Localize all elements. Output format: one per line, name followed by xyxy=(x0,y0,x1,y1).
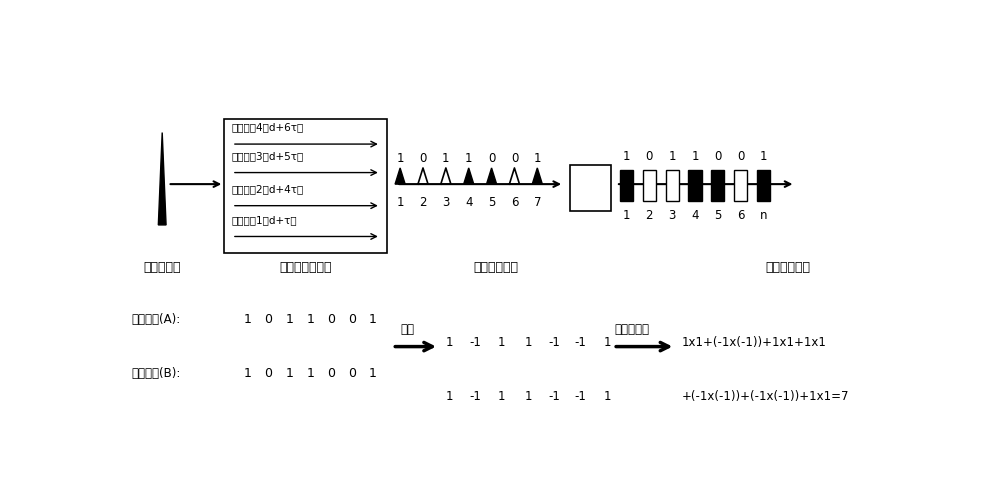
Polygon shape xyxy=(464,168,474,184)
Text: 0: 0 xyxy=(327,367,335,380)
Text: 0: 0 xyxy=(348,367,356,380)
Text: 1: 1 xyxy=(285,367,293,380)
Text: 1: 1 xyxy=(623,209,630,222)
Text: 1: 1 xyxy=(445,336,453,349)
Text: 光电
探测: 光电 探测 xyxy=(584,177,597,199)
Text: 1: 1 xyxy=(603,336,611,349)
Polygon shape xyxy=(487,168,497,184)
Text: +(-1x(-1))+(-1x(-1))+1x1=7: +(-1x(-1))+(-1x(-1))+1x1=7 xyxy=(681,390,849,403)
Text: 6: 6 xyxy=(737,209,744,222)
Text: 编码信号序列: 编码信号序列 xyxy=(765,261,810,274)
Text: 7: 7 xyxy=(534,196,541,209)
Text: 4: 4 xyxy=(465,196,472,209)
Bar xyxy=(688,170,702,201)
Text: -1: -1 xyxy=(575,390,587,403)
Text: 延时光蠅2（d+4τ）: 延时光蠅2（d+4τ） xyxy=(232,184,304,194)
Text: 0: 0 xyxy=(511,152,518,165)
Text: 映射: 映射 xyxy=(401,323,415,336)
Text: 计算相关性: 计算相关性 xyxy=(615,323,650,336)
Text: 1: 1 xyxy=(534,152,541,165)
Text: 0: 0 xyxy=(488,152,495,165)
Text: 1: 1 xyxy=(244,367,251,380)
Text: -1: -1 xyxy=(469,336,481,349)
Text: 0: 0 xyxy=(327,313,335,326)
Text: 1: 1 xyxy=(396,196,404,209)
Text: 5: 5 xyxy=(488,196,495,209)
Text: 1: 1 xyxy=(668,149,676,162)
Text: 1: 1 xyxy=(465,152,472,165)
Text: 1: 1 xyxy=(442,152,450,165)
Text: 编码序列(A):: 编码序列(A): xyxy=(131,313,180,326)
Text: 多光路延时编码: 多光路延时编码 xyxy=(279,261,332,274)
Text: 0: 0 xyxy=(348,313,356,326)
Text: 0: 0 xyxy=(737,149,744,162)
Text: 5: 5 xyxy=(714,209,722,222)
Text: 延时光蠅4（d+6τ）: 延时光蠅4（d+6τ） xyxy=(232,122,304,133)
Text: 0: 0 xyxy=(264,367,272,380)
Text: 0: 0 xyxy=(419,152,427,165)
Text: -1: -1 xyxy=(548,336,560,349)
Bar xyxy=(570,165,611,211)
Polygon shape xyxy=(158,133,166,225)
Polygon shape xyxy=(532,168,542,184)
Text: 1: 1 xyxy=(285,313,293,326)
Text: 1: 1 xyxy=(306,313,314,326)
Text: 0: 0 xyxy=(714,149,722,162)
Text: 输入光脉冲: 输入光脉冲 xyxy=(143,261,181,274)
Text: 1: 1 xyxy=(445,390,453,403)
Text: 0: 0 xyxy=(264,313,272,326)
Text: 2: 2 xyxy=(646,209,653,222)
Text: 1: 1 xyxy=(369,367,377,380)
Text: 3: 3 xyxy=(668,209,676,222)
Text: 4: 4 xyxy=(691,209,699,222)
Polygon shape xyxy=(395,168,405,184)
Bar xyxy=(734,170,747,201)
Text: -1: -1 xyxy=(575,336,587,349)
Text: 1: 1 xyxy=(691,149,699,162)
Text: 3: 3 xyxy=(442,196,450,209)
Text: 1: 1 xyxy=(603,390,611,403)
Text: 延时光蠅1（d+τ）: 延时光蠅1（d+τ） xyxy=(232,215,298,225)
Text: 1: 1 xyxy=(306,367,314,380)
Text: 6: 6 xyxy=(511,196,518,209)
Text: -1: -1 xyxy=(548,390,560,403)
Text: 1: 1 xyxy=(524,336,532,349)
Bar xyxy=(666,170,679,201)
Text: 编码脉冲序列: 编码脉冲序列 xyxy=(473,261,518,274)
Bar xyxy=(711,170,724,201)
Bar xyxy=(620,170,633,201)
Text: n: n xyxy=(760,209,767,222)
Text: 1: 1 xyxy=(623,149,630,162)
Bar xyxy=(224,119,387,254)
Text: 2: 2 xyxy=(419,196,427,209)
Bar xyxy=(643,170,656,201)
Text: -1: -1 xyxy=(469,390,481,403)
Text: 1: 1 xyxy=(498,336,505,349)
Text: 延时光蠅3（d+5τ）: 延时光蠅3（d+5τ） xyxy=(232,151,304,161)
Text: 接收序列(B):: 接收序列(B): xyxy=(131,367,181,380)
Text: 1x1+(-1x(-1))+1x1+1x1: 1x1+(-1x(-1))+1x1+1x1 xyxy=(681,336,826,349)
Text: 1: 1 xyxy=(498,390,505,403)
Text: 1: 1 xyxy=(524,390,532,403)
Text: 1: 1 xyxy=(244,313,251,326)
Text: 0: 0 xyxy=(646,149,653,162)
Bar xyxy=(757,170,770,201)
Text: 1: 1 xyxy=(396,152,404,165)
Text: 1: 1 xyxy=(369,313,377,326)
Text: 1: 1 xyxy=(760,149,767,162)
